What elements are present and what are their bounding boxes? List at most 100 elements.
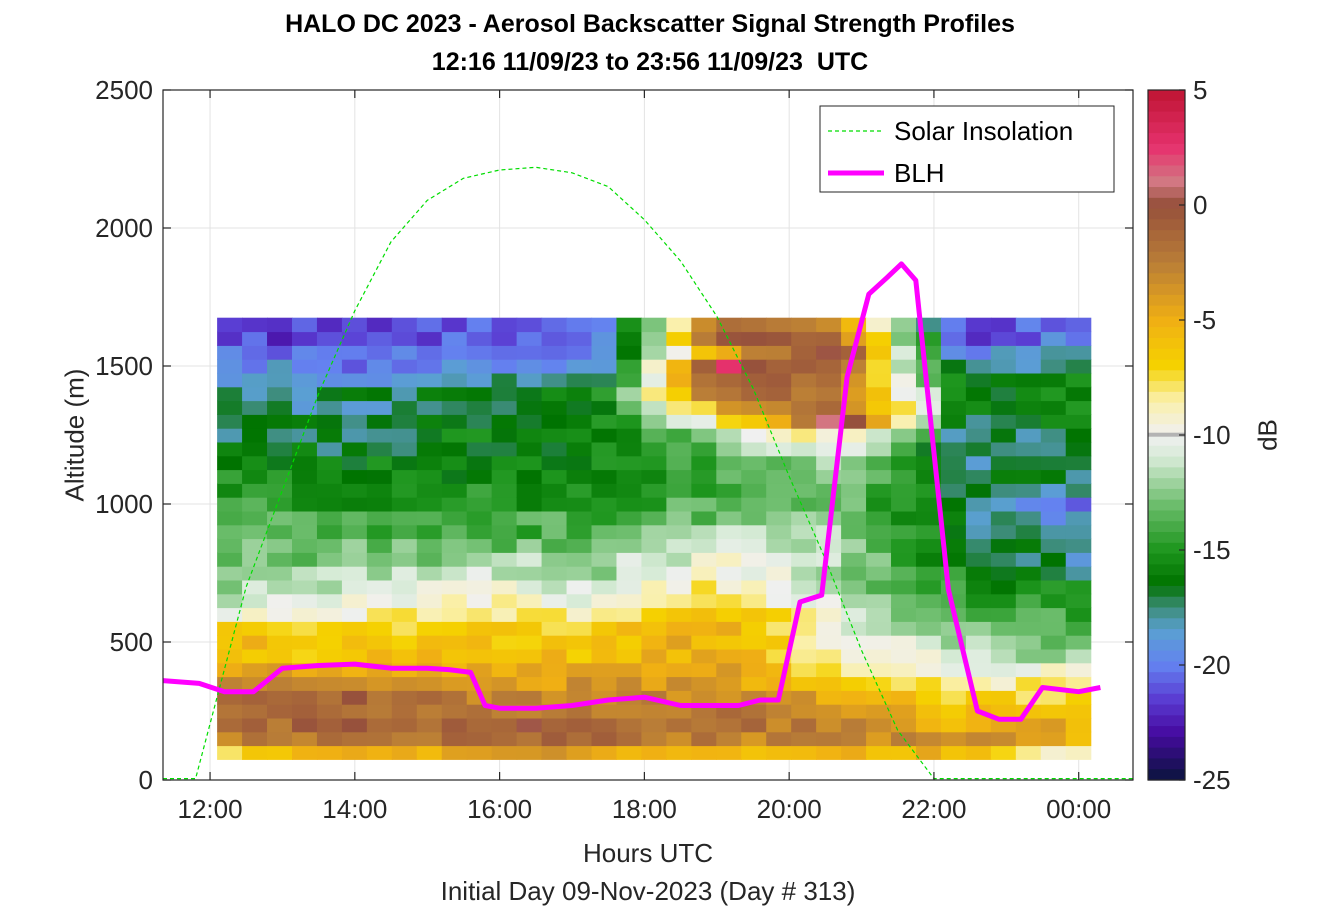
- heatmap-cell: [516, 731, 543, 747]
- heatmap-cell: [866, 593, 892, 609]
- heatmap-cell: [341, 414, 368, 429]
- colorbar-segment: [1148, 219, 1185, 231]
- heatmap-cell: [341, 386, 368, 402]
- colorbar-segment: [1148, 294, 1185, 307]
- heatmap-cell: [841, 400, 867, 415]
- heatmap-cell: [217, 359, 243, 374]
- heatmap-cell: [591, 607, 618, 622]
- heatmap-cell: [416, 579, 443, 595]
- heatmap-cell: [466, 593, 493, 609]
- x-tick-label: 22:00: [901, 794, 966, 824]
- heatmap-cell: [691, 621, 717, 636]
- heatmap-cell: [1065, 469, 1092, 484]
- heatmap-cell: [316, 731, 343, 747]
- heatmap-cell: [641, 552, 667, 567]
- heatmap-cell: [691, 648, 717, 664]
- heatmap-cell: [666, 538, 692, 553]
- heatmap-cell: [641, 538, 667, 553]
- heatmap-cell: [366, 455, 393, 471]
- heatmap-cell: [441, 690, 468, 705]
- heatmap-cell: [366, 745, 393, 760]
- heatmap-cell: [466, 359, 493, 374]
- heatmap-cell: [217, 593, 243, 609]
- heatmap-cell: [267, 717, 293, 733]
- heatmap-cell: [566, 717, 593, 733]
- heatmap-cell: [965, 635, 992, 650]
- heatmap-cell: [866, 386, 892, 402]
- heatmap-cell: [416, 386, 443, 402]
- heatmap-cell: [791, 579, 817, 595]
- heatmap-cell: [741, 731, 767, 747]
- heatmap-cell: [915, 676, 942, 691]
- heatmap-cell: [591, 731, 618, 747]
- heatmap-cell: [217, 497, 243, 512]
- x-tick-label: 12:00: [178, 794, 243, 824]
- heatmap-cell: [1040, 428, 1067, 443]
- heatmap-cell: [716, 676, 742, 691]
- heatmap-cell: [716, 317, 742, 333]
- heatmap-cell: [716, 331, 742, 346]
- heatmap-cell: [641, 648, 667, 664]
- heatmap-cell: [891, 676, 917, 691]
- heatmap-cell: [541, 524, 568, 540]
- heatmap-cell: [940, 331, 967, 346]
- heatmap-cell: [666, 566, 692, 581]
- heatmap-cell: [217, 538, 243, 553]
- heatmap-cell: [940, 717, 967, 733]
- heatmap-cell: [267, 676, 293, 691]
- heatmap-cell: [291, 317, 318, 333]
- heatmap-cell: [541, 510, 568, 526]
- heatmap-cell: [1040, 317, 1067, 333]
- heatmap-cell: [841, 676, 867, 691]
- heatmap-cell: [741, 331, 767, 346]
- heatmap-cell: [441, 593, 468, 609]
- colorbar-tick-label: -10: [1193, 420, 1231, 450]
- heatmap-cell: [791, 497, 817, 512]
- heatmap-cell: [391, 704, 418, 719]
- heatmap-cell: [391, 745, 418, 760]
- heatmap-cell: [990, 731, 1017, 747]
- heatmap-cell: [541, 359, 568, 374]
- heatmap-cell: [691, 676, 717, 691]
- heatmap-cell: [940, 704, 967, 719]
- heatmap-cell: [866, 510, 892, 526]
- heatmap-cell: [1015, 483, 1042, 498]
- heatmap-cell: [341, 428, 368, 443]
- heatmap-cell: [291, 359, 318, 374]
- heatmap-cell: [866, 331, 892, 346]
- heatmap-cell: [366, 704, 393, 719]
- colorbar-segment: [1148, 629, 1185, 641]
- heatmap-cell: [940, 579, 967, 595]
- heatmap-cell: [541, 566, 568, 581]
- heatmap-cell: [791, 386, 817, 402]
- heatmap-cell: [841, 497, 867, 512]
- heatmap-cell: [217, 372, 243, 388]
- heatmap-cell: [616, 414, 643, 429]
- heatmap-cell: [217, 704, 243, 719]
- heatmap-cell: [965, 510, 992, 526]
- heatmap-cell: [366, 331, 393, 346]
- heatmap-cell: [541, 455, 568, 471]
- heatmap-cell: [491, 317, 518, 333]
- colorbar-segment: [1148, 176, 1185, 188]
- heatmap-cell: [1040, 510, 1067, 526]
- heatmap-cell: [516, 345, 543, 360]
- heatmap-cell: [267, 566, 293, 581]
- x-axis-sublabel: Initial Day 09-Nov-2023 (Day # 313): [440, 876, 856, 906]
- heatmap-cell: [741, 552, 767, 567]
- heatmap-cell: [1040, 552, 1067, 567]
- heatmap-cell: [766, 441, 792, 457]
- heatmap-cell: [866, 345, 892, 360]
- heatmap-cell: [1065, 566, 1092, 581]
- heatmap-cell: [291, 372, 318, 388]
- y-tick-label: 0: [139, 765, 153, 795]
- heatmap-cell: [990, 359, 1017, 374]
- heatmap-cell: [242, 524, 268, 540]
- heatmap-cell: [491, 635, 518, 650]
- heatmap-cell: [1015, 676, 1042, 691]
- heatmap-cell: [242, 745, 268, 760]
- heatmap-cell: [716, 345, 742, 360]
- heatmap-cell: [891, 414, 917, 429]
- colorbar-segment: [1148, 100, 1185, 113]
- heatmap-cell: [1015, 331, 1042, 346]
